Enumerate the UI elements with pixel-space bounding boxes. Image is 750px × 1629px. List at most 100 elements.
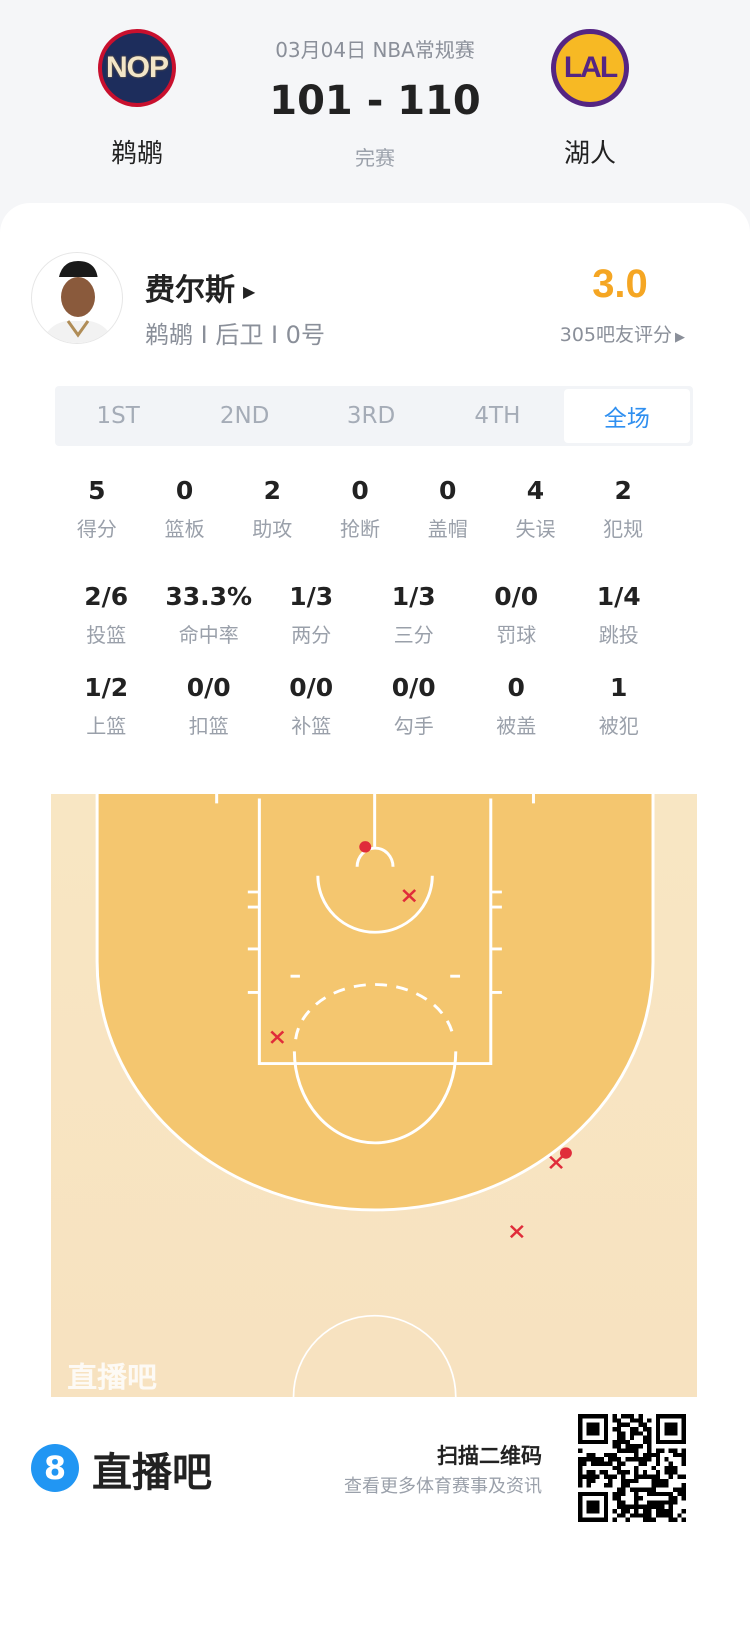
tab-2nd[interactable]: 2ND	[219, 403, 270, 429]
player-name-link[interactable]: 费尔斯 ▶	[145, 265, 255, 309]
missed-shot-marker	[509, 1224, 524, 1239]
stat-item: 1/2 上篮	[55, 673, 158, 739]
stat-item: 2 犯规	[579, 476, 667, 542]
stat-item: 4 失误	[492, 476, 580, 542]
free-throw-circle	[292, 1051, 458, 1145]
shot-chart-court: 直播吧	[51, 794, 697, 1397]
home-team-abbr: NOP	[105, 51, 169, 84]
stat-value: 1/3	[391, 582, 436, 611]
stat-label: 罚球	[496, 623, 537, 647]
away-team-name[interactable]: 湖人	[563, 139, 616, 169]
stat-value: 1/2	[84, 673, 129, 702]
tab-3rd[interactable]: 3RD	[346, 403, 396, 429]
stat-value: 1	[610, 673, 628, 702]
away-team-abbr: LAL	[563, 51, 618, 84]
stat-label: 投篮	[86, 623, 127, 647]
stat-label: 跳投	[598, 623, 639, 647]
stat-item: 1/3 三分	[363, 582, 466, 648]
stat-value: 0/0	[494, 582, 539, 611]
stat-value: 0	[351, 476, 369, 505]
match-date-league: 03月04日 NBA常规赛	[275, 38, 475, 62]
stat-value: 0	[175, 476, 194, 505]
player-photo-icon	[42, 261, 114, 343]
stat-label: 失误	[515, 517, 556, 541]
stat-item: 2/6 投篮	[55, 582, 158, 648]
stats-row-shooting: 2/6 投篮 33.3% 命中率 1/3 两分 1/3 三分 0/0 罚球 1/4 跳投	[55, 582, 670, 648]
center-circle	[292, 1314, 457, 1397]
stat-label: 抢断	[340, 517, 381, 541]
stat-value: 4	[526, 476, 545, 505]
tab-1st[interactable]: 1ST	[96, 403, 140, 429]
stat-label: 两分	[291, 623, 332, 647]
stat-item: 0 盖帽	[404, 476, 492, 542]
stat-value: 33.3%	[165, 582, 253, 611]
missed-shot-marker	[270, 1030, 285, 1044]
stat-label: 被犯	[598, 714, 639, 738]
stat-item: 0/0 勾手	[363, 673, 466, 739]
stat-value: 2	[614, 476, 632, 505]
rating-count: 305吧友评分	[559, 324, 672, 346]
player-avatar[interactable]	[31, 252, 123, 344]
stat-value: 1/4	[596, 582, 641, 611]
caret-right-icon: ▶	[675, 330, 685, 345]
baseline-ticks	[215, 794, 535, 804]
lane-hash-marks	[247, 890, 502, 994]
home-team-logo[interactable]: NOP	[98, 29, 176, 107]
stats-row-basic: 5 得分 0 篮板 2 助攻 0 抢断 0 盖帽 4 失误 2 犯规	[53, 476, 667, 542]
match-score: 101 - 110	[269, 78, 481, 124]
rating-count-link[interactable]: 305吧友评分 ▶	[520, 320, 685, 347]
restricted-arc-top	[355, 846, 395, 867]
stat-item: 1/4 跳投	[568, 582, 671, 648]
home-team-name[interactable]: 鹈鹕	[110, 139, 163, 169]
stat-item: 0 篮板	[141, 476, 229, 542]
stat-value: 2	[263, 476, 281, 505]
missed-shot-marker	[549, 1155, 563, 1169]
brand-logo-icon: 8	[31, 1444, 79, 1492]
stats-row-shot-types: 1/2 上篮 0/0 扣篮 0/0 补篮 0/0 勾手 0 被盖 1 被犯	[55, 673, 670, 739]
stat-label: 犯规	[603, 517, 644, 541]
caret-right-icon: ▶	[243, 282, 256, 301]
scan-title: 扫描二维码	[437, 1444, 542, 1468]
stat-item: 2 助攻	[228, 476, 316, 542]
stat-item: 0/0 扣篮	[158, 673, 261, 739]
stat-item: 0 抢断	[316, 476, 404, 542]
stat-value: 0	[439, 476, 457, 505]
period-tabs: 1ST 2ND 3RD 4TH 全场	[55, 386, 693, 446]
stat-label: 勾手	[393, 714, 434, 738]
player-info: 鹈鹕 I 后卫 I 0号	[145, 321, 325, 349]
inside-arc-area	[97, 794, 654, 1210]
stat-value: 0/0	[391, 673, 436, 702]
paint	[257, 798, 493, 1066]
stat-item: 0 被盖	[465, 673, 568, 739]
qr-code[interactable]	[578, 1414, 686, 1522]
tab-full-game[interactable]: 全场	[563, 389, 691, 443]
watermark: 直播吧	[67, 1361, 157, 1394]
stat-value: 0/0	[289, 673, 334, 702]
stat-item: 1/3 两分	[260, 582, 363, 648]
stat-item: 0/0 罚球	[465, 582, 568, 648]
stat-item: 0/0 补篮	[260, 673, 363, 739]
missed-shot-marker	[402, 889, 417, 903]
brand-name: 直播吧	[92, 1450, 212, 1496]
restricted-area-arc	[316, 875, 434, 934]
stat-value: 2/6	[84, 582, 129, 611]
match-status: 完赛	[355, 146, 395, 170]
stat-label: 补篮	[291, 714, 332, 738]
stat-item: 1 被犯	[568, 673, 671, 739]
stat-label: 上篮	[86, 714, 127, 738]
stat-item: 5 得分	[53, 476, 141, 542]
stat-label: 被盖	[496, 714, 537, 738]
stat-item: 33.3% 命中率	[158, 582, 261, 648]
stat-value: 5	[88, 476, 106, 505]
scan-subtitle: 查看更多体育赛事及资讯	[344, 1476, 542, 1497]
stat-label: 篮板	[164, 517, 205, 541]
stat-value: 1/3	[289, 582, 334, 611]
player-rating: 3.0	[592, 262, 648, 306]
tab-4th[interactable]: 4TH	[474, 403, 521, 429]
three-point-line	[95, 794, 655, 1212]
stat-label: 扣篮	[188, 714, 229, 738]
away-team-logo[interactable]: LAL	[551, 29, 629, 107]
stat-label: 得分	[76, 517, 117, 541]
stat-label: 三分	[393, 623, 434, 647]
player-name: 费尔斯	[145, 273, 235, 308]
